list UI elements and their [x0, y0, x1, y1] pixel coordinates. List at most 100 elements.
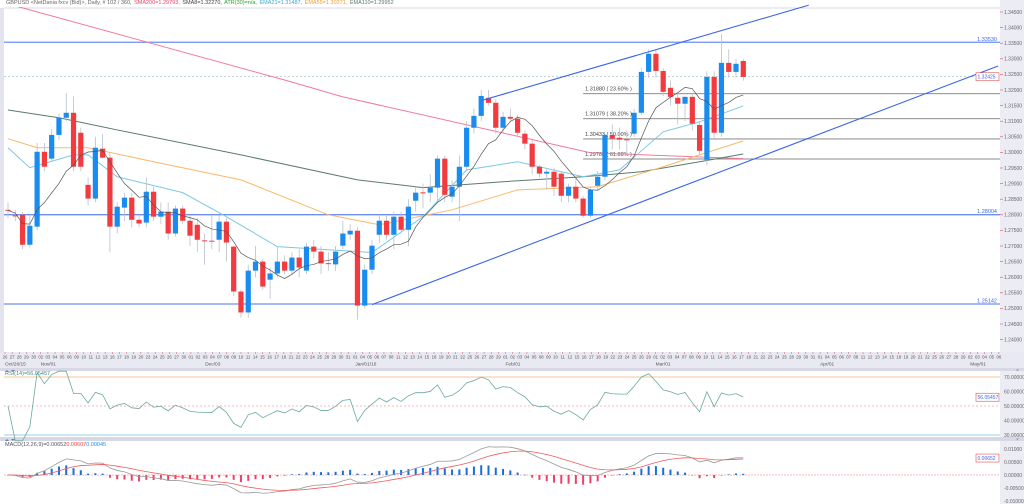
- macd-tick-label: 0.00000: [1004, 473, 1022, 479]
- candle: [34, 143, 40, 231]
- candle: [209, 214, 215, 250]
- candle: [544, 168, 550, 190]
- date-tick-label: 03: [203, 355, 208, 360]
- date-tick-label: 01: [189, 355, 194, 360]
- candle: [391, 211, 397, 250]
- macd-value-box: [975, 453, 1000, 463]
- date-tick-label: 11: [861, 355, 866, 360]
- date-tick-label: 25: [782, 355, 787, 360]
- candle: [92, 136, 98, 203]
- candle: [194, 217, 200, 253]
- rsi-collapse-arrows-icon[interactable]: [5, 370, 15, 372]
- macd-histogram-bar: [713, 475, 716, 479]
- candle: [464, 121, 470, 172]
- candle-body: [456, 166, 462, 187]
- candle-body: [733, 63, 739, 72]
- candle: [238, 289, 244, 318]
- candle-body: [551, 171, 557, 187]
- macd-histogram-bar: [392, 469, 395, 475]
- candle-body: [740, 60, 746, 77]
- candle: [78, 127, 84, 172]
- candle-body: [434, 158, 441, 188]
- macd-histogram-bar: [582, 475, 585, 485]
- macd-histogram-bar: [254, 475, 257, 480]
- candle-body: [136, 219, 142, 224]
- candle: [121, 192, 128, 222]
- candle: [340, 221, 346, 250]
- date-tick-label: 22: [610, 355, 615, 360]
- candle-body: [376, 220, 382, 235]
- candle: [303, 242, 310, 275]
- candle-body: [682, 96, 688, 104]
- macd-histogram-bar: [123, 475, 126, 480]
- rsi-tick-label: 60.00000: [1004, 389, 1024, 395]
- candle-body: [624, 139, 630, 141]
- date-tick-label: 16: [110, 355, 115, 360]
- candle-body: [536, 166, 543, 174]
- macd-hist-value: 0.00045: [86, 442, 107, 448]
- macd-histogram-bar: [443, 468, 446, 475]
- candle: [63, 93, 69, 122]
- date-tick-label: 29: [496, 355, 501, 360]
- date-tick-label: 24: [310, 355, 315, 360]
- candle: [282, 255, 288, 275]
- price-tick-label: 1.34500: [1004, 10, 1022, 16]
- macd-histogram-bar: [203, 475, 206, 480]
- date-tick-label: 31: [346, 355, 351, 360]
- macd-collapse-arrows-icon[interactable]: [5, 439, 15, 441]
- macd-close-icon[interactable]: ×: [1016, 437, 1019, 443]
- candle: [333, 246, 339, 271]
- macd-histogram-bar: [72, 468, 75, 475]
- macd-histogram-bar: [94, 473, 97, 475]
- date-axis-background: [0, 352, 1024, 368]
- rsi-close-icon[interactable]: ×: [1016, 368, 1019, 374]
- fibonacci-label: 1.30433 ( 50.00% ): [585, 132, 632, 138]
- macd-histogram-bar: [341, 470, 344, 475]
- price-tick-label: 1.33500: [1004, 41, 1022, 47]
- candle-body: [565, 186, 572, 196]
- candle-body: [558, 173, 564, 196]
- macd-separator: [0, 437, 1024, 441]
- macd-histogram-bar: [210, 475, 213, 479]
- price-tick-label: 1.24500: [1004, 322, 1022, 328]
- macd-signal-line: [7, 450, 744, 491]
- candle-body: [49, 134, 55, 159]
- candle-body: [544, 171, 550, 174]
- date-tick-label: 16: [582, 355, 587, 360]
- macd-histogram-bar: [647, 466, 650, 475]
- month-label: Dec/03: [205, 362, 221, 368]
- candle-body: [238, 291, 244, 313]
- date-tick-label: 18: [124, 355, 129, 360]
- candle: [609, 124, 615, 150]
- date-tick-label: 04: [210, 355, 215, 360]
- date-tick-label: 04: [525, 355, 530, 360]
- date-tick-label: 10: [703, 355, 708, 360]
- rsi-title: RSI(14)=56.05457: [5, 371, 51, 377]
- candle-body: [216, 221, 222, 240]
- date-tick-label: 30: [339, 355, 344, 360]
- price-tick-label: 1.28500: [1004, 197, 1022, 203]
- macd-histogram-bar: [669, 469, 672, 475]
- date-tick-label: 02: [660, 355, 665, 360]
- candle-body: [267, 273, 273, 280]
- candle-body: [100, 148, 106, 158]
- macd-histogram-bar: [421, 467, 424, 475]
- date-tick-label: 12: [96, 355, 101, 360]
- date-tick-label: 17: [739, 355, 744, 360]
- date-tick-label: 26: [639, 355, 644, 360]
- candle-body: [129, 197, 135, 220]
- macd-value-label: 0.00652: [978, 456, 996, 462]
- date-tick-label: 26: [3, 355, 8, 360]
- macd-histogram-bar: [298, 473, 301, 475]
- macd-histogram-bar: [538, 475, 541, 480]
- candle-body: [718, 62, 725, 133]
- macd-histogram-bar: [334, 471, 337, 475]
- candle: [19, 211, 26, 250]
- candle-body: [311, 246, 317, 252]
- candle: [522, 130, 528, 150]
- candle: [675, 93, 681, 125]
- date-tick-label: 08: [224, 355, 229, 360]
- macd-histogram-bar: [472, 466, 475, 475]
